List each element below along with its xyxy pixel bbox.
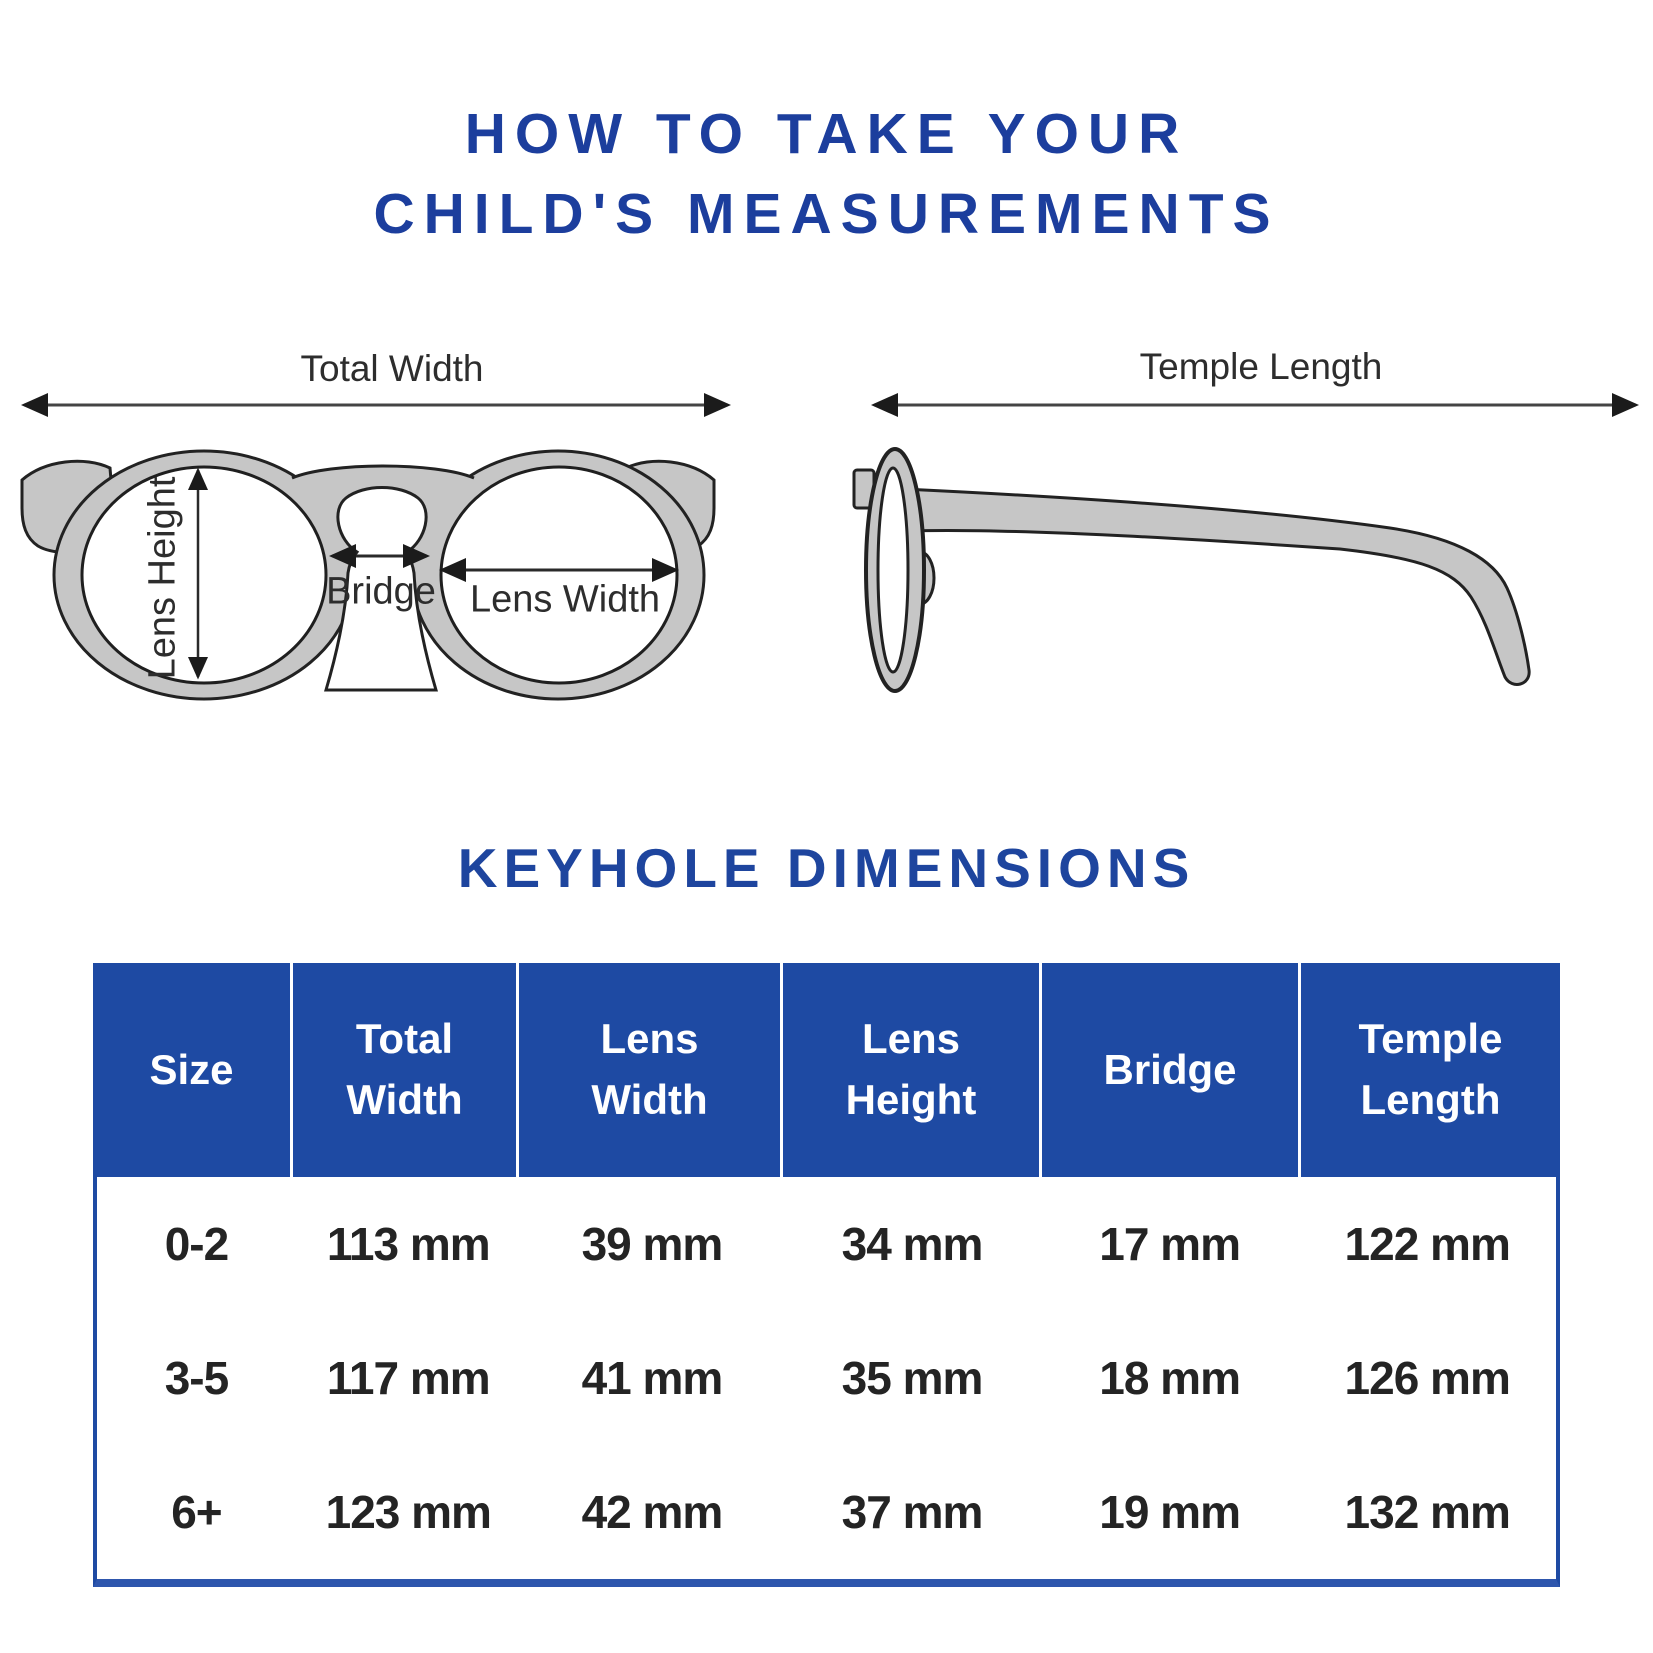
cell-temple-length: 126 mm [1344,1352,1511,1404]
header-total-width: Total Width [293,963,519,1177]
lens-width-label: Lens Width [469,578,661,621]
cell-lens-width: 42 mm [581,1486,724,1538]
cell-lens-width: 39 mm [581,1218,724,1270]
table-row: 3-5 117 mm 41 mm 35 mm 18 mm 126 mm [97,1311,1556,1445]
temple-length-label: Temple Length [1139,346,1383,387]
cell-total-width: 123 mm [325,1486,492,1538]
page-title: HOW TO TAKE YOUR CHILD'S MEASUREMENTS [0,94,1653,254]
total-width-label: Total Width [300,348,484,389]
cell-total-width: 113 mm [326,1218,491,1270]
cell-temple-length: 122 mm [1344,1218,1511,1270]
cell-size: 6+ [171,1486,222,1538]
cell-bridge: 17 mm [1099,1218,1241,1270]
cell-bridge: 18 mm [1099,1352,1241,1404]
cell-lens-height: 37 mm [841,1486,984,1538]
table-row: 0-2 113 mm 39 mm 34 mm 17 mm 122 mm [97,1177,1556,1311]
lens-height-label: Lens Height [141,476,184,680]
page-title-line1: HOW TO TAKE YOUR [464,102,1189,166]
cell-size: 0-2 [164,1218,229,1270]
cell-temple-length: 132 mm [1344,1486,1511,1538]
dimensions-table: Size Total Width Lens Width Lens Height … [93,963,1560,1587]
cell-lens-height: 35 mm [841,1352,984,1404]
header-lens-width: Lens Width [519,963,783,1177]
side-glasses-illustration [852,447,1531,693]
cell-size: 3-5 [164,1352,229,1404]
cell-lens-width: 41 mm [581,1352,724,1404]
section-title: KEYHOLE DIMENSIONS [457,837,1196,899]
header-lens-height: Lens Height [783,963,1042,1177]
table-header-row: Size Total Width Lens Width Lens Height … [93,963,1560,1177]
cell-total-width: 117 mm [326,1352,491,1404]
table-body: 0-2 113 mm 39 mm 34 mm 17 mm 122 mm 3-5 … [93,1177,1560,1587]
cell-bridge: 19 mm [1099,1486,1241,1538]
table-row: 6+ 123 mm 42 mm 37 mm 19 mm 132 mm [97,1445,1556,1579]
header-bridge: Bridge [1042,963,1301,1177]
measurement-diagram [20,393,1639,701]
page-title-line2: CHILD'S MEASUREMENTS [373,182,1280,246]
bridge-label: Bridge [326,570,436,613]
header-size: Size [93,963,293,1177]
cell-lens-height: 34 mm [841,1218,984,1270]
header-temple-length: Temple Length [1358,1015,1503,1123]
